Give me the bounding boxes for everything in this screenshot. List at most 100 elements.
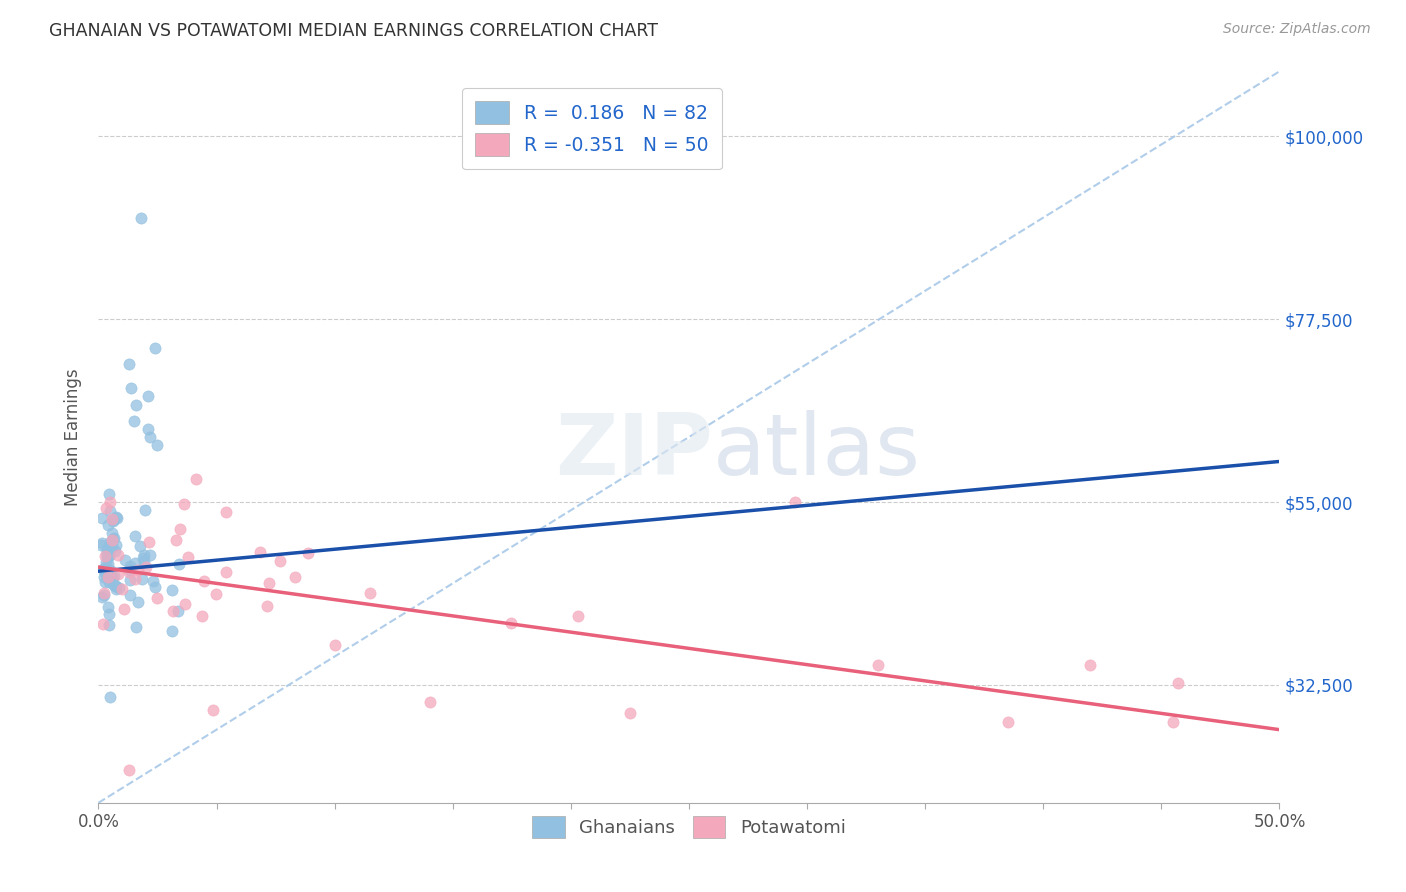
Point (94, 566, 117, 581)
Point (97, 607, 120, 621)
Point (124, 529, 146, 543)
Point (96, 501, 118, 516)
Point (567, 609, 589, 624)
Point (169, 522, 191, 536)
Point (101, 571, 124, 585)
Point (96, 541, 118, 556)
Point (129, 540, 152, 554)
Point (98, 487, 121, 501)
Point (201, 703, 224, 717)
Point (96, 548, 118, 562)
Point (100, 525, 122, 540)
Point (118, 764, 141, 778)
Point (215, 565, 238, 579)
Text: GHANAIAN VS POTAWATOMI MEDIAN EARNINGS CORRELATION CHART: GHANAIAN VS POTAWATOMI MEDIAN EARNINGS C… (49, 22, 658, 40)
Point (111, 582, 134, 596)
Point (98, 534, 121, 549)
Point (97, 600, 120, 615)
Point (619, 706, 641, 721)
Point (127, 563, 149, 577)
Point (98, 495, 121, 509)
Point (97, 570, 120, 584)
Point (94, 574, 117, 589)
Y-axis label: Median Earnings: Median Earnings (65, 368, 83, 506)
Point (167, 558, 190, 572)
Point (98, 504, 121, 518)
Point (97, 557, 120, 571)
Point (90, 590, 112, 604)
Point (118, 565, 141, 579)
Point (124, 556, 146, 570)
Point (138, 535, 160, 549)
Point (132, 550, 155, 565)
Point (297, 546, 319, 560)
Point (94, 566, 117, 581)
Point (256, 599, 278, 613)
Point (100, 542, 122, 557)
Point (93, 570, 115, 584)
Point (101, 577, 124, 591)
Point (142, 574, 165, 588)
Point (269, 554, 291, 568)
Point (97, 569, 120, 583)
Point (118, 563, 141, 577)
Point (173, 497, 195, 511)
Point (118, 357, 141, 371)
Point (107, 549, 129, 563)
Point (120, 573, 142, 587)
Point (997, 714, 1019, 729)
Point (98, 690, 121, 705)
Point (107, 581, 129, 595)
Point (125, 620, 148, 634)
Text: atlas: atlas (713, 410, 921, 493)
Point (132, 549, 155, 563)
Point (166, 603, 188, 617)
Point (177, 550, 200, 565)
Point (90, 538, 112, 552)
Point (105, 538, 128, 552)
Point (1167, 676, 1189, 690)
Point (134, 554, 156, 568)
Point (103, 569, 125, 583)
Legend: Ghanaians, Potawatomi: Ghanaians, Potawatomi (522, 805, 856, 848)
Point (104, 579, 127, 593)
Point (104, 579, 127, 593)
Point (139, 430, 162, 444)
Point (104, 582, 127, 596)
Point (501, 616, 523, 631)
Point (98, 563, 121, 577)
Point (184, 472, 207, 486)
Point (1161, 714, 1184, 729)
Point (785, 495, 807, 509)
Point (94, 549, 117, 564)
Point (122, 414, 145, 428)
Point (101, 533, 124, 547)
Point (360, 585, 382, 599)
Point (249, 545, 271, 559)
Point (107, 566, 129, 581)
Point (173, 597, 195, 611)
Point (165, 533, 187, 547)
Point (193, 574, 215, 588)
Point (96, 544, 118, 558)
Point (91, 617, 114, 632)
Point (114, 553, 136, 567)
Point (120, 588, 142, 602)
Point (91, 511, 114, 525)
Point (97, 518, 120, 533)
Point (103, 531, 125, 545)
Point (191, 608, 214, 623)
Point (97, 575, 120, 590)
Point (93, 586, 115, 600)
Point (134, 503, 156, 517)
Point (160, 624, 183, 638)
Point (112, 602, 135, 616)
Point (323, 639, 346, 653)
Point (131, 572, 153, 586)
Point (146, 591, 169, 606)
Point (96, 547, 118, 561)
Point (162, 604, 184, 618)
Point (97, 548, 120, 562)
Point (419, 695, 441, 709)
Point (121, 381, 143, 395)
